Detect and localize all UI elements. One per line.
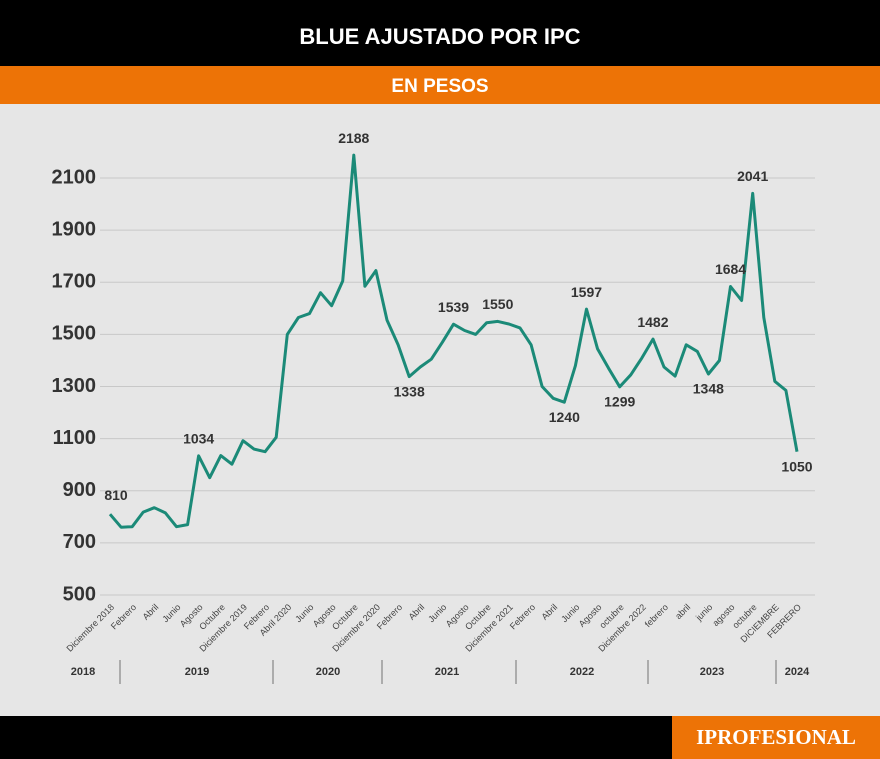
data-label: 1050 <box>781 458 812 474</box>
data-label: 2188 <box>338 130 369 146</box>
y-tick-label: 700 <box>63 531 96 553</box>
chart-title: BLUE AJUSTADO POR IPC <box>299 24 580 49</box>
data-label: 1550 <box>482 296 513 312</box>
data-label: 1034 <box>183 431 214 447</box>
year-label: 2019 <box>185 666 209 678</box>
y-tick-label: 1300 <box>52 375 97 397</box>
data-label: 810 <box>104 487 128 503</box>
subtitle-bar <box>0 66 880 104</box>
year-label: 2020 <box>316 666 340 678</box>
y-tick-label: 1700 <box>52 271 97 293</box>
y-tick-label: 900 <box>63 479 96 501</box>
y-tick-label: 2100 <box>52 166 97 188</box>
y-tick-label: 1900 <box>52 218 97 240</box>
brand: IPROFESIONAL <box>696 725 856 749</box>
year-label: 2022 <box>570 666 594 678</box>
data-label: 1240 <box>549 409 580 425</box>
y-tick-label: 1500 <box>52 323 97 345</box>
data-label: 1482 <box>637 314 668 330</box>
chart-subtitle: EN PESOS <box>391 76 488 97</box>
data-label: 1539 <box>438 299 469 315</box>
y-tick-label: 1100 <box>53 427 96 449</box>
data-label: 1338 <box>394 383 425 399</box>
year-label: 2021 <box>435 666 459 678</box>
data-label: 1684 <box>715 261 746 277</box>
data-label: 1299 <box>604 393 635 409</box>
data-label: 1597 <box>571 284 602 300</box>
year-label: 2024 <box>785 666 810 678</box>
brand-box <box>672 716 880 759</box>
title-bar <box>0 0 880 66</box>
year-label: 2018 <box>71 666 95 678</box>
data-label: 2041 <box>737 168 768 184</box>
y-tick-label: 500 <box>63 583 96 605</box>
line <box>108 153 799 529</box>
year-label: 2023 <box>700 666 724 678</box>
data-label: 1348 <box>693 381 724 397</box>
